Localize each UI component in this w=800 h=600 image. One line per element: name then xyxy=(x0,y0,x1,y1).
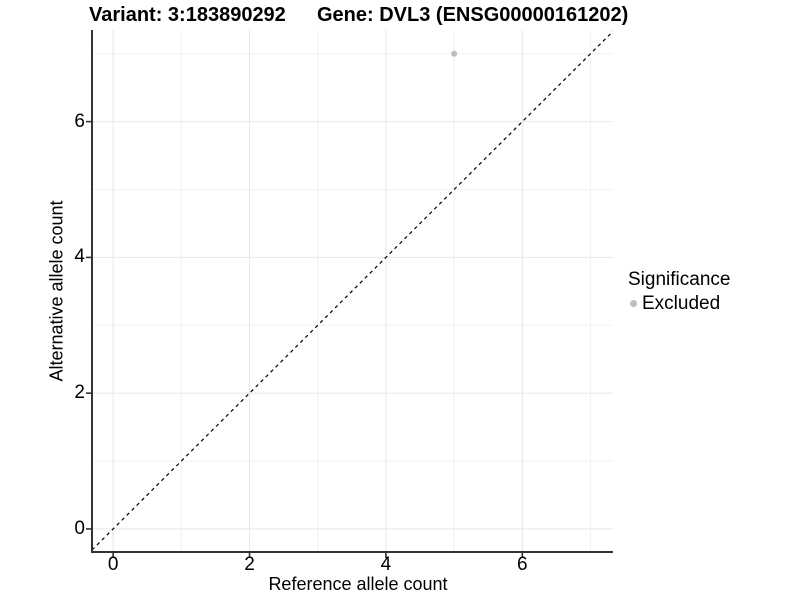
y-tick-label: 6 xyxy=(74,110,85,132)
identity-dashed-line xyxy=(91,30,614,551)
plot-title-variant: Variant: 3:183890292 xyxy=(89,4,286,26)
y-tick-label: 2 xyxy=(74,382,85,404)
x-axis-title: Reference allele count xyxy=(268,574,448,594)
x-tick-label: 6 xyxy=(517,554,528,575)
legend-point-marker-icon xyxy=(630,300,637,307)
data-point xyxy=(451,50,458,57)
x-tick-label: 0 xyxy=(107,554,119,575)
legend-entry-excluded: Excluded xyxy=(628,293,730,314)
x-tick-label: 4 xyxy=(380,554,392,575)
y-tick-label: 0 xyxy=(74,517,85,539)
y-axis-title: Alternative allele count xyxy=(46,200,67,382)
legend-title: Significance xyxy=(628,269,731,290)
plot-title-gene: Gene: DVL3 (ENSG00000161202) xyxy=(317,4,629,26)
legend: Significance Excluded xyxy=(628,269,730,314)
legend-entry-label: Excluded xyxy=(642,293,721,314)
y-tick-label: 4 xyxy=(74,246,85,268)
x-tick-label: 2 xyxy=(244,554,255,575)
